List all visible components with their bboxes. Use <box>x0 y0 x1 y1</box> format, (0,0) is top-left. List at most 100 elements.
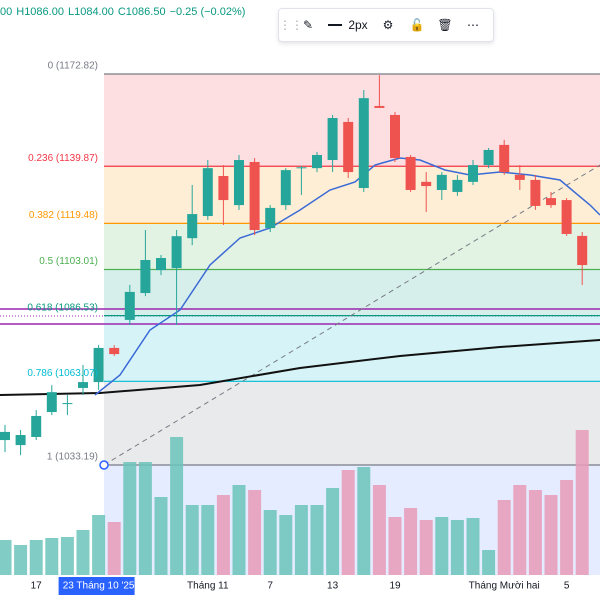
candle-body <box>358 98 369 189</box>
volume-bar <box>560 480 574 575</box>
volume-bar <box>341 470 355 575</box>
candle-body <box>187 214 198 239</box>
x-highlight <box>58 577 135 595</box>
volume-bar <box>466 518 480 575</box>
candle-body <box>483 149 494 166</box>
volume-bar <box>404 508 418 575</box>
volume-bar <box>279 515 293 575</box>
volume-bar <box>107 522 121 575</box>
candle-body <box>93 347 104 383</box>
candle-body <box>249 161 260 231</box>
candle-body <box>421 181 432 187</box>
volume-bar <box>450 520 464 575</box>
volume-bar <box>92 515 106 575</box>
volume-bar <box>123 462 137 575</box>
candle-body <box>296 167 307 169</box>
moving-average <box>0 339 600 396</box>
candle-body <box>156 258 166 271</box>
candle-body <box>405 156 416 190</box>
volume-bar <box>138 462 152 575</box>
fib-lines <box>104 73 600 466</box>
volume-bar <box>60 537 74 575</box>
fib-labels: 0 (1172.82) 0.236 (1139.87) 0.382 (1119.48… <box>27 61 98 463</box>
settings-button[interactable]: ⚙ <box>382 18 394 32</box>
candle-body <box>374 105 385 108</box>
x-tick-label: 13 <box>327 581 339 592</box>
x-axis: 17 23 Tháng 10 '25 Tháng 11 7 13 19 Tháng Mười… <box>31 577 570 595</box>
x-tick-label: 17 <box>31 581 43 592</box>
fib-label: 0.786 (1063.07) <box>27 368 98 379</box>
volume-bar <box>14 545 28 575</box>
volume-bar <box>326 488 340 575</box>
legend-item: −0.25 (−0.02%) <box>169 6 246 18</box>
volume-bar <box>482 550 496 575</box>
candle-body <box>140 259 151 294</box>
fib-label: 0.618 (1086.53) <box>27 302 98 313</box>
volume-bar <box>575 430 589 575</box>
fib-label: 0.5 (1103.01) <box>39 256 98 267</box>
legend-item: L1084.00 <box>67 6 114 18</box>
ohlc-legend: 00 H1086.00 L1084.00 C1086.50 −0.25 (−0.… <box>0 6 246 18</box>
volume-bar <box>201 505 215 575</box>
anchor-point[interactable] <box>99 460 109 470</box>
volume-bar <box>497 500 511 575</box>
volume-bar <box>544 495 558 575</box>
volume-bar <box>216 495 230 575</box>
fib-trend-line <box>103 164 600 466</box>
fib-zone <box>104 381 600 465</box>
candles <box>0 75 588 456</box>
fib-label: 1 (1033.19) <box>47 452 98 463</box>
volume-bar <box>419 520 433 575</box>
candle-body <box>280 170 291 206</box>
volume-bar <box>388 517 402 575</box>
candle-body <box>546 198 556 206</box>
volume-bar <box>294 505 308 575</box>
candle-body <box>530 179 541 206</box>
candle-body <box>436 174 447 190</box>
candle-body <box>514 174 525 180</box>
fib-zone <box>104 269 600 316</box>
candle-body <box>499 144 510 173</box>
volume-bar <box>357 467 371 575</box>
lock-button[interactable]: 🔓 <box>409 18 425 32</box>
fib-label: 0.236 (1139.87) <box>28 153 98 164</box>
volume-bar <box>528 490 542 575</box>
volume-bar <box>248 490 262 575</box>
width-button[interactable]: 2px <box>323 18 373 32</box>
candle-body <box>468 165 478 182</box>
volume-bar <box>232 485 246 575</box>
volume-bar <box>45 538 59 575</box>
volume-bar <box>372 485 386 575</box>
more-button[interactable]: ⋯ <box>467 18 479 32</box>
candle-body <box>265 207 276 229</box>
candle-body <box>452 179 463 192</box>
candle-body <box>390 114 400 159</box>
legend-item: C1086.50 <box>117 6 166 18</box>
legend-item: 00 <box>0 6 13 18</box>
candle-body <box>561 200 572 234</box>
volume <box>0 430 589 575</box>
legend-item: H1086.00 <box>16 6 64 18</box>
candle-body <box>62 403 73 405</box>
volume-bar <box>154 497 168 575</box>
volume-bar <box>76 530 90 575</box>
drag-handle[interactable]: ⋮⋮ <box>279 18 303 32</box>
delete-button[interactable]: 🗑 <box>437 18 453 32</box>
volume-bar <box>435 517 449 575</box>
candle-body <box>234 160 244 206</box>
x-tick-label: Tháng Mười hai <box>469 581 540 592</box>
color-button[interactable]: ✎ <box>302 18 314 32</box>
fib-label: 0 (1172.82) <box>48 61 98 72</box>
x-tick-label: 7 <box>267 581 273 592</box>
fib-zone <box>104 315 600 382</box>
volume-bar <box>170 437 184 575</box>
candle-body <box>109 347 120 355</box>
candle-body <box>327 118 338 161</box>
candle-body <box>343 121 354 173</box>
candle-body <box>78 382 88 388</box>
candle-body <box>124 291 135 320</box>
fib-label: 0.382 (1119.48) <box>29 210 98 221</box>
fib-zone <box>104 223 600 270</box>
candle-body <box>46 392 57 413</box>
